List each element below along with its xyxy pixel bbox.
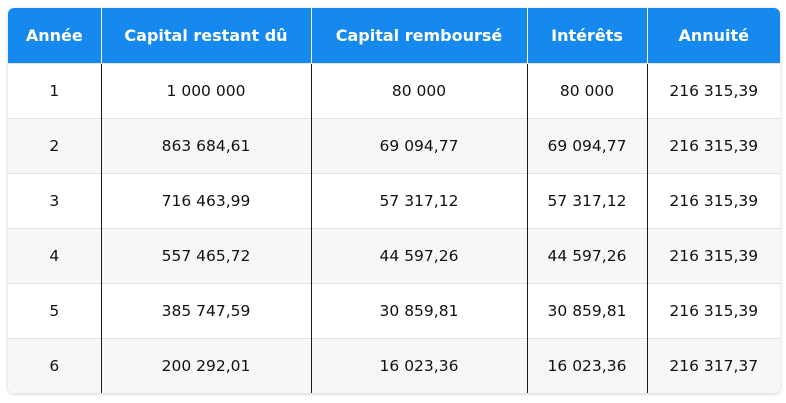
column-header: Intérêts bbox=[526, 8, 647, 64]
table-cell: 44 597,26 bbox=[310, 228, 527, 284]
table-cell: 716 463,99 bbox=[100, 173, 311, 229]
table-cell: 1 000 000 bbox=[100, 63, 311, 119]
table-cell: 216 315,39 bbox=[646, 173, 780, 229]
column-header: Annuité bbox=[646, 8, 780, 64]
table-cell: 30 859,81 bbox=[310, 283, 527, 339]
table-cell: 16 023,36 bbox=[310, 338, 527, 393]
amortization-table: Année Capital restant dû Capital remboursé… bbox=[8, 8, 780, 393]
table-row: 2 863 684,61 69 094,77 69 094,77 216 315,39 bbox=[8, 118, 780, 174]
table-cell: 216 315,39 bbox=[646, 228, 780, 284]
table-cell: 6 bbox=[8, 338, 101, 393]
table-cell: 557 465,72 bbox=[100, 228, 311, 284]
table-cell: 2 bbox=[8, 118, 101, 174]
table-cell: 57 317,12 bbox=[526, 173, 647, 229]
table-cell: 1 bbox=[8, 63, 101, 119]
column-header: Année bbox=[8, 8, 101, 64]
column-header: Capital remboursé bbox=[310, 8, 527, 64]
table-cell: 80 000 bbox=[526, 63, 647, 119]
table-cell: 216 315,39 bbox=[646, 118, 780, 174]
table-header: Année Capital restant dû Capital remboursé… bbox=[8, 8, 780, 64]
table-row: 6 200 292,01 16 023,36 16 023,36 216 317,37 bbox=[8, 338, 780, 393]
table-row: 5 385 747,59 30 859,81 30 859,81 216 315,39 bbox=[8, 283, 780, 339]
table-cell: 69 094,77 bbox=[310, 118, 527, 174]
table-cell: 216 317,37 bbox=[646, 338, 780, 393]
table-row: 3 716 463,99 57 317,12 57 317,12 216 315,39 bbox=[8, 173, 780, 229]
table-cell: 80 000 bbox=[310, 63, 527, 119]
table-cell: 30 859,81 bbox=[526, 283, 647, 339]
table-cell: 57 317,12 bbox=[310, 173, 527, 229]
column-header: Capital restant dû bbox=[100, 8, 311, 64]
table-cell: 3 bbox=[8, 173, 101, 229]
table-cell: 216 315,39 bbox=[646, 63, 780, 119]
table-cell: 863 684,61 bbox=[100, 118, 311, 174]
table-cell: 69 094,77 bbox=[526, 118, 647, 174]
table-cell: 4 bbox=[8, 228, 101, 284]
table-cell: 216 315,39 bbox=[646, 283, 780, 339]
table-cell: 5 bbox=[8, 283, 101, 339]
table-card: Année Capital restant dû Capital remboursé… bbox=[8, 8, 780, 393]
table-row: 4 557 465,72 44 597,26 44 597,26 216 315,39 bbox=[8, 228, 780, 284]
table-cell: 16 023,36 bbox=[526, 338, 647, 393]
table-cell: 200 292,01 bbox=[100, 338, 311, 393]
table-cell: 385 747,59 bbox=[100, 283, 311, 339]
table-cell: 44 597,26 bbox=[526, 228, 647, 284]
header-row: Année Capital restant dû Capital remboursé… bbox=[8, 8, 780, 64]
